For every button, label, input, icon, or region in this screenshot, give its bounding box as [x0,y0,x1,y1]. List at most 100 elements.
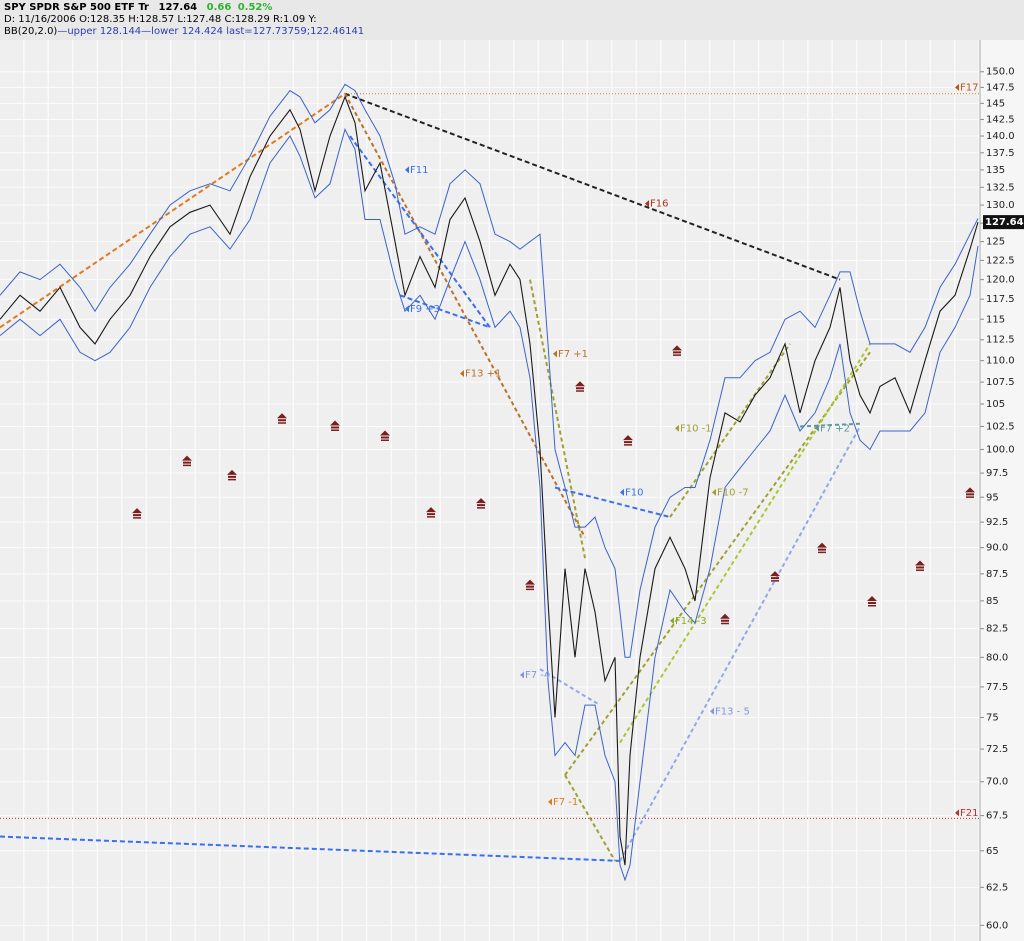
annotation-label: F17 [960,82,978,93]
trend-line [0,835,621,862]
y-tick-label: 60.0 [986,920,1008,931]
y-tick-label: 67.5 [986,811,1008,822]
marker [575,381,585,392]
marker [277,413,287,424]
annotation-label: F7 +2 [820,423,850,434]
annotation-label: F13 +1 [465,368,501,379]
last-price-label: 127.64 [985,217,1024,228]
annotation-label: F10 -1 [680,423,712,434]
y-tick-label: 77.5 [986,682,1008,693]
trend-line [344,93,586,538]
y-tick-label: 150.0 [986,67,1015,78]
y-tick-label: 140.0 [986,131,1015,142]
y-tick-label: 62.5 [986,882,1008,893]
marker [817,542,827,554]
marker [525,579,535,591]
marker [770,571,780,582]
y-tick-label: 132.5 [986,182,1015,193]
label-arrow [645,200,649,208]
y-tick-label: 142.5 [986,115,1015,126]
y-tick-label: 87.5 [986,569,1008,580]
bb-lower: lower 124.424 [151,26,224,37]
annotation-label: F10 -7 [717,487,749,498]
y-tick-label: 80.0 [986,652,1008,663]
marker [426,507,436,518]
change: 0.66 [206,2,232,13]
y-tick-label: 110.0 [986,356,1015,367]
trend-line [344,92,841,281]
annotation-label: F7 -4 [525,670,550,681]
last-price-box [983,215,1024,230]
marker [867,595,877,607]
quote-row: SPY SPDR S&P 500 ETF Tr 127.64 0.66 0.52… [4,2,1020,14]
y-tick-label: 90.0 [986,543,1008,554]
trend-line [529,279,586,559]
trend-line [554,486,671,519]
y-tick-label: 105 [986,399,1005,410]
header: SPY SPDR S&P 500 ETF Tr 127.64 0.66 0.52… [0,0,1024,40]
series-line [0,95,979,866]
marker [330,420,340,431]
y-tick-label: 137.5 [986,148,1015,159]
label-arrow [670,617,674,625]
label-arrow [553,350,557,358]
annotation-label: F13 - 5 [715,706,750,717]
bb-row: BB(20,2.0)—upper 128.144—lower 124.424 l… [4,26,365,37]
annotation-label: F9 +3 [410,304,440,315]
ohlc: D: 11/16/2006 O:128.35 H:128.57 L:127.48… [4,14,317,25]
annotation-label: F7 +1 [558,349,588,360]
y-tick-label: 125 [986,237,1005,248]
y-tick-label: 82.5 [986,624,1008,635]
y-tick-label: 117.5 [986,294,1015,305]
trend-line [669,343,791,518]
marker [182,455,192,467]
annotation-label: F10 [625,487,643,498]
marker [227,469,237,481]
label-arrow [955,83,959,91]
label-arrow [620,488,624,496]
bb-upper: upper 128.144 [67,26,142,37]
annotation-label: F7 -1 [553,797,578,808]
trend-line [619,425,861,862]
marker [623,435,633,446]
bb: BB(20,2.0) [4,26,58,37]
y-tick-label: 72.5 [986,744,1008,755]
marker [380,430,390,442]
label-arrow [405,166,409,174]
marker [720,613,730,625]
change-pct: 0.52% [237,2,273,13]
trend-line [799,422,861,428]
y-tick-label: 112.5 [986,335,1015,346]
bb-last: last=127.73759;122.46141 [226,26,365,37]
annotation-label: F16 [650,199,668,210]
marker [672,345,682,356]
marker [915,560,925,571]
y-tick-label: 115 [986,314,1005,325]
annotation-label: F21 [960,808,978,819]
label-arrow [520,671,524,679]
label-arrow [815,424,819,432]
y-tick-label: 147.5 [986,82,1015,93]
trend-line [564,774,616,862]
annotation-label: F14 -3 [675,616,707,627]
annotation-label: F11 [410,165,428,176]
label-arrow [460,369,464,377]
series-line [0,128,979,882]
y-tick-label: 65 [986,846,999,857]
y-tick-label: 70.0 [986,777,1008,788]
y-tick-label: 75 [986,712,999,723]
label-arrow [548,798,552,806]
label-arrow [675,424,679,432]
label-arrow [955,809,959,817]
label-arrow [405,305,409,313]
y-tick-label: 97.5 [986,468,1008,479]
label-arrow [712,488,716,496]
y-tick-label: 145 [986,98,1005,109]
price: 127.64 [158,2,198,13]
marker [476,498,486,509]
y-tick-label: 130.0 [986,200,1015,211]
trend-line [0,92,346,329]
y-tick-label: 107.5 [986,377,1015,388]
